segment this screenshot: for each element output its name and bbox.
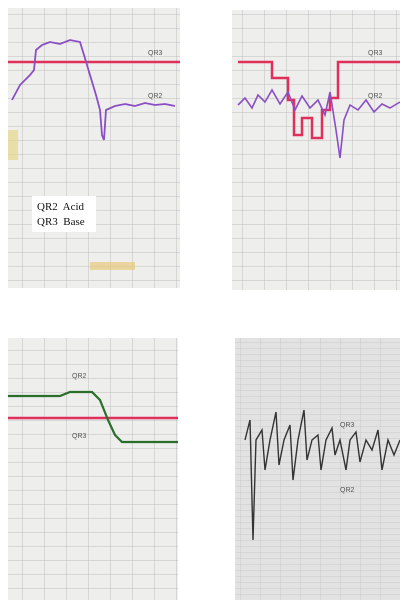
chart-paper [235, 338, 400, 600]
panel-3: QR2 QR3 [8, 338, 178, 600]
legend-entry: QR2 Acid [37, 201, 85, 213]
trace [244, 409, 400, 541]
stain [90, 262, 135, 270]
trace-label: QR2 [340, 487, 355, 494]
trace-label: QR3 [368, 50, 383, 57]
chart-paper [8, 338, 178, 600]
trace-label: QR3 [148, 50, 163, 57]
trace-label: QR2 [368, 93, 383, 100]
trace-qr2 [11, 39, 176, 141]
panel-4: QR3 QR2 [235, 338, 400, 600]
trace-qr2 [237, 88, 400, 159]
trace-label: QR3 [72, 433, 87, 440]
panel-1: QR3 QR2 QR2 Acid QR3 Base [8, 8, 180, 288]
stain [8, 130, 18, 160]
chart-paper [8, 8, 180, 288]
panel-2: QR3 QR2 [232, 10, 400, 290]
legend-entry: QR3 Base [37, 216, 85, 228]
chart-paper [232, 10, 400, 290]
legend-box [32, 196, 96, 232]
trace-label: QR2 [148, 93, 163, 100]
trace-label: QR2 [72, 373, 87, 380]
trace-label: QR3 [340, 422, 355, 429]
trace-qr2 [8, 390, 178, 444]
